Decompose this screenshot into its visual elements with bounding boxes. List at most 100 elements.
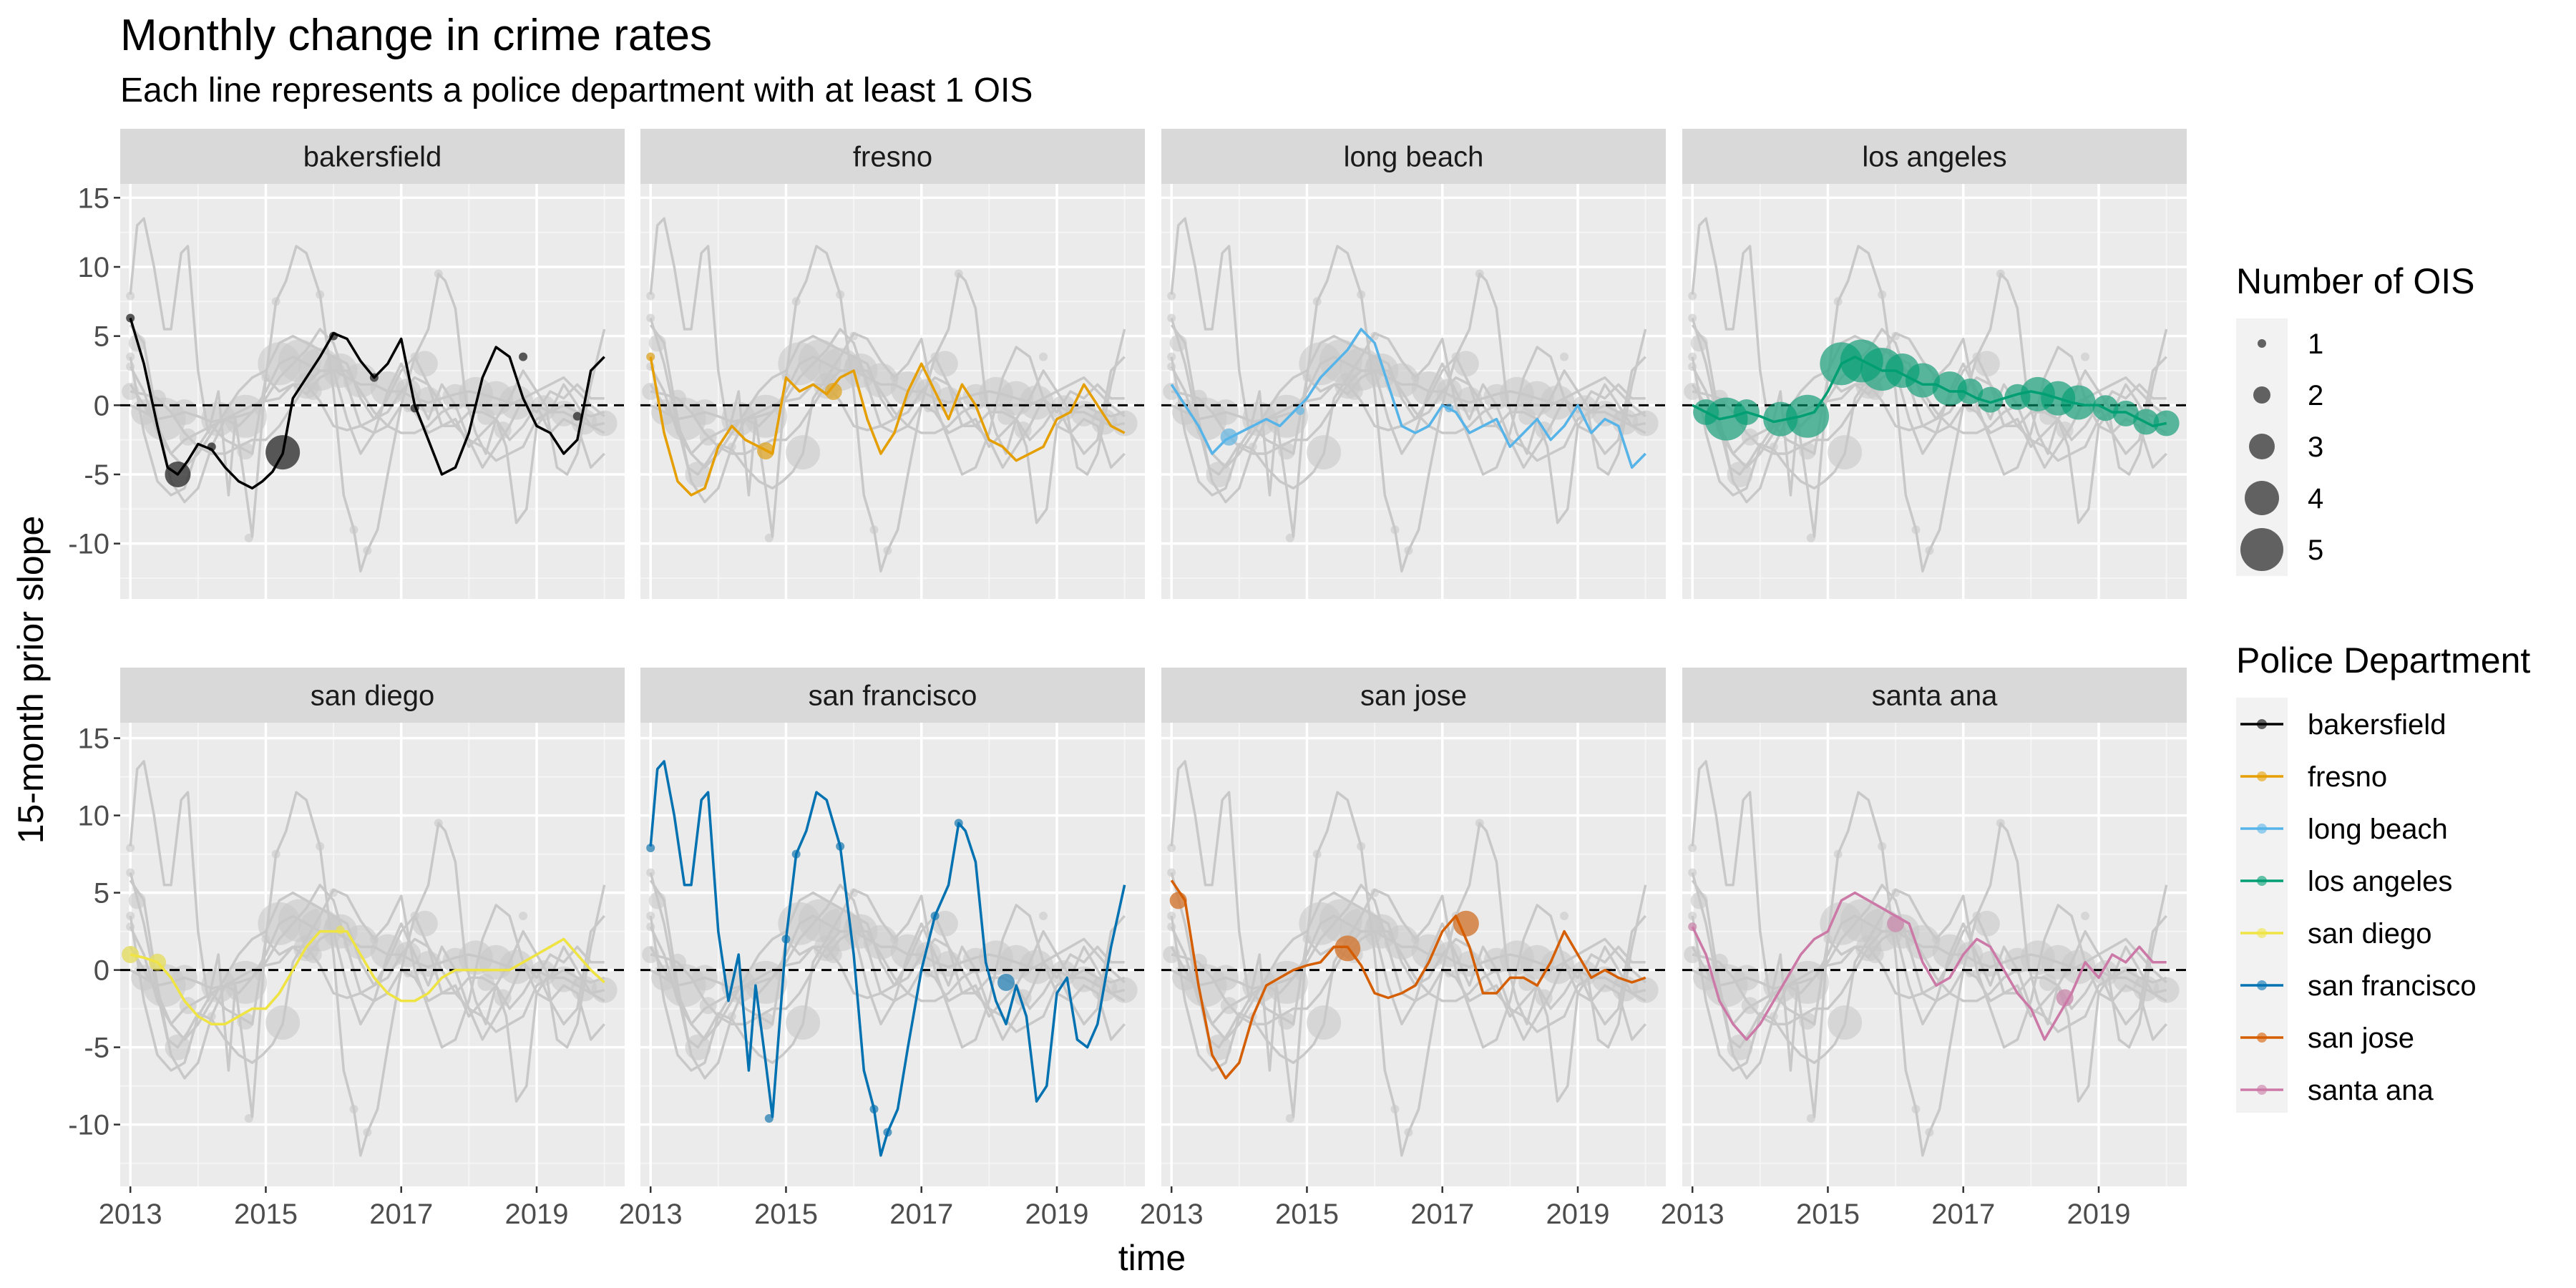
background-ois-point [530,395,557,421]
background-ois-point [1711,953,1729,971]
facet-strip-label: san francisco [809,680,977,712]
ois-point [1169,892,1187,909]
facet-strip-label: bakersfield [303,142,441,173]
background-ois-point [1823,935,1833,944]
background-ois-point [915,379,942,404]
background-ois-point [1390,1105,1400,1113]
ois-point [122,946,140,963]
background-ois-point [1733,965,1760,991]
ois-point [149,953,167,971]
ois-point [2133,409,2160,435]
ois-point [519,352,528,361]
x-tick-label: 2015 [1275,1199,1339,1230]
x-tick-label: 2013 [1140,1199,1204,1230]
background-ois-point [434,819,443,828]
background-ois-point [1688,912,1697,920]
background-ois-point [646,313,655,323]
background-ois-point [1690,334,1708,352]
background-ois-point [1167,291,1176,301]
ois-point [1733,399,1760,425]
color-legend-label: san francisco [2308,970,2477,1002]
ois-point [1453,910,1479,937]
background-ois-point [1307,435,1342,470]
ois-point [369,373,379,382]
background-ois-point [494,989,512,1007]
color-legend-key-point [2257,876,2267,886]
ois-point [2061,385,2096,420]
facet-strip [120,668,625,723]
background-ois-point [1925,546,1934,555]
color-legend: Police Department bakersfield fresno long b… [2236,640,2530,1113]
background-ois-point [244,1113,253,1123]
facet-strip [1161,668,1666,723]
ois-point [836,841,845,851]
background-ois-point [786,435,821,470]
background-ois-point [954,269,963,278]
background-series-line [129,217,606,573]
background-ois-point [814,935,840,962]
background-series-line [1170,217,1647,573]
background-series-line [1691,879,2167,1080]
background-ois-point [411,910,438,937]
background-ois-point [1891,331,1901,341]
color-legend-key-point [2257,1085,2267,1095]
background-ois-point [1167,362,1176,371]
background-ois-point [530,960,557,986]
background-ois-point [1167,922,1176,932]
background-ois-point [648,892,666,909]
color-legend-key-point [2257,980,2267,990]
ois-point [1977,386,2004,413]
background-ois-point [1833,849,1843,859]
background-ois-point [845,914,863,932]
background-ois-point [1285,1113,1294,1123]
background-ois-point [691,965,718,991]
background-ois-point [325,355,343,373]
size-legend-label: 3 [2308,431,2323,463]
background-ois-point [1688,843,1697,852]
x-tick-label: 2017 [1410,1199,1474,1230]
facet-panel: bakersfield -10 -5 0 5 10 15 [68,129,625,599]
background-ois-point [1690,892,1708,909]
background-ois-point [1167,313,1176,323]
background-ois-point [349,1105,358,1113]
background-ois-point [1996,269,2005,278]
background-ois-point [1974,351,2000,377]
size-legend-title: Number of OIS [2236,261,2474,301]
background-ois-point [126,352,135,361]
ois-point [781,935,791,944]
y-tick-label: -10 [68,1110,109,1141]
size-legend-key [2258,339,2266,348]
size-legend-label: 5 [2308,535,2323,566]
background-ois-point [849,888,859,897]
facet-strip [1682,129,2187,184]
background-ois-point [836,290,845,299]
ois-point [1786,394,1830,438]
ois-point [336,925,345,935]
background-ois-point [1357,841,1366,851]
color-legend-key-point [2257,771,2267,781]
background-series-line [1170,324,1646,504]
size-legend-key [2249,434,2275,459]
background-ois-point [1996,819,2005,828]
background-ois-point [1591,400,1618,426]
ois-point [1932,371,1967,406]
ois-point [2092,395,2119,421]
background-ois-point [1212,965,1239,991]
color-legend-title: Police Department [2236,640,2530,680]
chart-subtitle: Each line represents a police department… [120,72,1033,109]
background-ois-point [869,525,879,535]
ois-point [646,352,655,361]
facet-panel: san jose 2013 2015 2017 2019 [1140,668,1666,1230]
background-series-line [129,891,605,1041]
background-ois-point [261,935,270,944]
background-ois-point [1828,1005,1863,1040]
background-ois-point [1312,849,1322,859]
ois-point [2112,400,2139,426]
background-ois-point [1070,400,1097,426]
series-line [1170,328,1646,469]
background-series-line [129,324,605,504]
background-ois-point [271,849,280,859]
y-tick-label: 15 [78,723,110,755]
ois-point [930,912,940,920]
